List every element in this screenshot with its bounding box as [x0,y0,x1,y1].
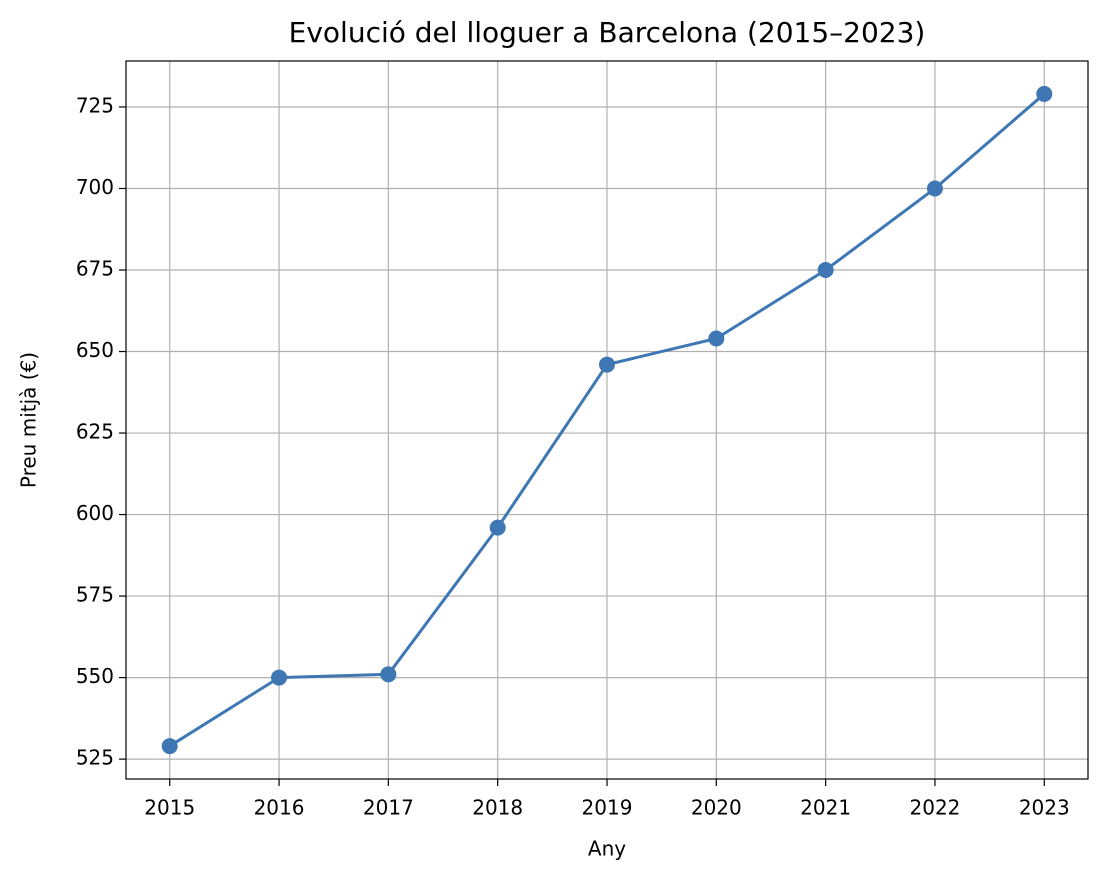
point [599,356,615,373]
x-tick-label: 2020 [691,796,742,820]
y-tick-label: 600 [76,501,114,525]
x-tick-label: 2021 [800,796,851,820]
y-tick-label: 650 [76,338,114,362]
x-axis-label: Any [588,837,626,861]
y-tick-label: 625 [76,420,114,444]
point [926,180,943,197]
plot-frame [125,60,1089,780]
y-tick-label: 675 [76,257,114,281]
y-tick-label: 725 [76,93,114,117]
point [817,262,834,279]
x-tick-label: 2017 [363,796,414,820]
x-tick-label: 2019 [582,796,633,820]
chart-title: Evolució del lloguer a Barcelona (2015–2… [289,16,926,49]
y-tick-label: 575 [76,583,114,607]
point [271,669,288,686]
y-axis-label: Preu mitjà (€) [17,352,41,488]
point [161,738,178,755]
x-tick-label: 2022 [910,796,961,820]
point [1036,85,1053,102]
x-tick-label: 2015 [144,796,195,820]
x-tick-label: 2023 [1019,796,1070,820]
point [380,666,397,683]
y-tick-label: 525 [76,746,114,770]
point [708,330,725,347]
x-tick-label: 2016 [254,796,305,820]
y-tick-label: 550 [76,664,114,688]
point [489,519,506,536]
x-tick-label: 2018 [472,796,523,820]
y-tick-label: 700 [76,175,114,199]
